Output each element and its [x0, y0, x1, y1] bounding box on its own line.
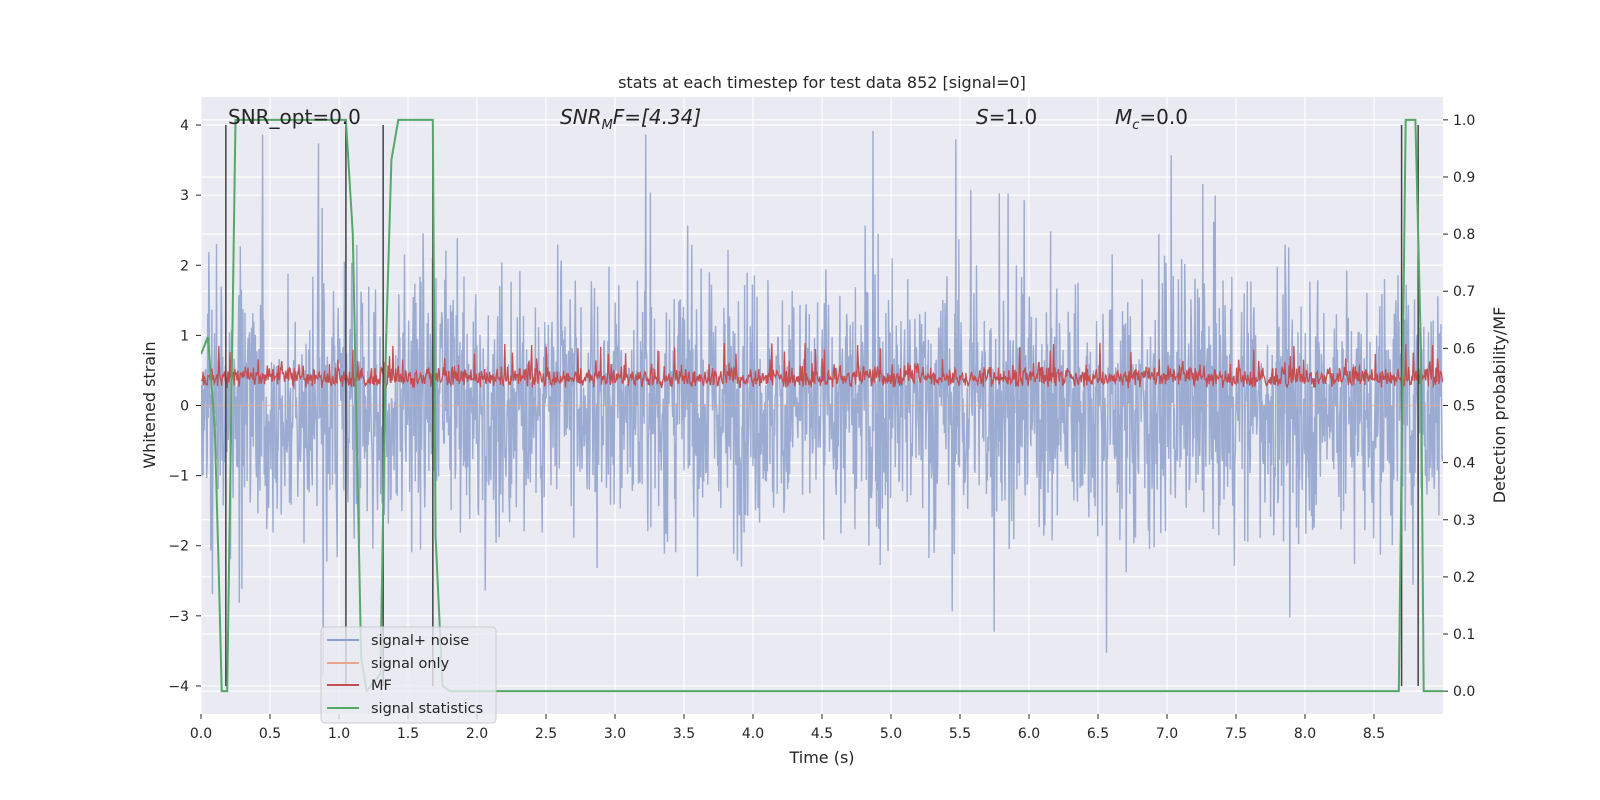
x-tick-label: 2.0	[466, 726, 488, 742]
x-tick-label: 1.0	[328, 726, 350, 742]
annotation-s: S=1.0	[976, 105, 1037, 129]
x-tick-label: 0.5	[259, 726, 281, 742]
y-right-tick-label: 0.5	[1453, 399, 1475, 415]
vertical-markers	[225, 125, 1419, 686]
x-tick-label: 4.0	[742, 726, 764, 742]
legend-label-signal-only: signal only	[371, 656, 450, 672]
y-left-tick-label: 0	[180, 399, 189, 415]
x-tick-labels: 0.0 0.5 1.0 1.5 2.0 2.5 3.0 3.5 4.0 4.5 5.0 5.5 6.0 6…	[190, 714, 1385, 742]
signal-noise-series	[201, 130, 1443, 676]
y-left-tick-label: −1	[168, 469, 189, 485]
y-right-tick-label: 0.4	[1453, 456, 1475, 472]
y-right-tick-label: 0.6	[1453, 341, 1475, 357]
y-left-tick-label: 4	[180, 118, 189, 134]
y-left-tick-labels: 4 3 2 1 0 −1 −2 −3 −4	[168, 118, 201, 695]
y-right-tick-label: 0.7	[1453, 284, 1475, 300]
y-right-axis-label: Detection probability/MF	[1490, 307, 1509, 504]
chart-title: stats at each timestep for test data 852…	[618, 73, 1026, 92]
legend: signal+ noise signal only MF signal stat…	[320, 626, 497, 724]
x-tick-label: 7.5	[1225, 726, 1247, 742]
x-tick-label: 8.5	[1363, 726, 1385, 742]
y-right-tick-label: 0.0	[1453, 684, 1475, 700]
annotation-snr-opt: SNR_opt=0.0	[228, 105, 361, 129]
x-tick-label: 2.5	[535, 726, 557, 742]
y-right-tick-label: 0.9	[1453, 170, 1475, 186]
x-axis-label: Time (s)	[788, 748, 854, 767]
signal-noise-line	[201, 130, 1443, 676]
y-right-tick-label: 0.2	[1453, 570, 1475, 586]
x-tick-label: 5.5	[949, 726, 971, 742]
signal-statistics-line	[201, 118, 1443, 694]
signal-statistics-series	[201, 118, 1443, 694]
y-left-tick-label: 3	[180, 188, 189, 204]
y-left-tick-label: 2	[180, 258, 189, 274]
x-tick-label: 3.5	[673, 726, 695, 742]
mf-series	[201, 342, 1443, 389]
y-right-tick-label: 0.3	[1453, 513, 1475, 529]
x-tick-label: 3.0	[604, 726, 626, 742]
legend-label-signal-statistics: signal statistics	[371, 701, 483, 717]
x-tick-label: 0.0	[190, 726, 212, 742]
x-tick-label: 4.5	[811, 726, 833, 742]
legend-label-signal-noise: signal+ noise	[371, 633, 469, 649]
y-right-tick-label: 1.0	[1453, 113, 1475, 129]
y-right-tick-labels: 1.0 0.9 0.8 0.7 0.6 0.5 0.4 0.3 0.2 0.1 0.0	[1443, 113, 1475, 700]
y-left-tick-label: 1	[180, 328, 189, 344]
x-tick-label: 6.0	[1018, 726, 1040, 742]
x-tick-label: 1.5	[397, 726, 419, 742]
x-tick-label: 8.0	[1294, 726, 1316, 742]
legend-label-mf: MF	[371, 678, 392, 694]
y-left-axis-label: Whitened strain	[140, 341, 159, 468]
y-left-tick-label: −4	[168, 679, 189, 695]
x-tick-label: 7.0	[1156, 726, 1178, 742]
legend-box	[320, 626, 497, 724]
y-left-tick-label: −2	[168, 539, 189, 555]
mf-line	[201, 342, 1443, 389]
y-left-tick-label: −3	[168, 609, 189, 625]
annotation-snr-mf: SNRMF=[4.34]	[560, 105, 701, 133]
x-tick-label: 6.5	[1087, 726, 1109, 742]
annotation-mc: Mc=0.0	[1115, 105, 1188, 133]
y-right-tick-label: 0.8	[1453, 227, 1475, 243]
x-tick-label: 5.0	[880, 726, 902, 742]
y-right-tick-label: 0.1	[1453, 627, 1475, 643]
